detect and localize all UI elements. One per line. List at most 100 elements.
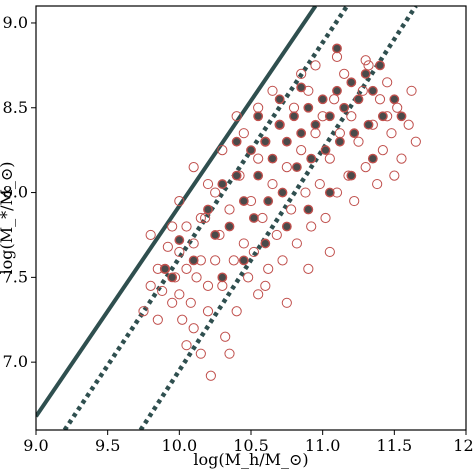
filled-marker (363, 119, 374, 130)
open-marker (346, 111, 357, 122)
open-marker (267, 178, 278, 190)
open-marker (195, 348, 206, 359)
filled-marker (317, 94, 328, 105)
y-axis-label: log(M_*/M_⊙) (0, 161, 16, 274)
y-tick-label: 8.5 (3, 98, 28, 117)
open-marker (386, 128, 397, 139)
open-marker (188, 238, 199, 249)
open-marker (253, 289, 264, 300)
open-marker (138, 306, 149, 317)
open-marker (372, 178, 383, 190)
dotted-relation-line-1 (62, 6, 349, 430)
filled-marker (334, 136, 345, 147)
open-marker (157, 285, 168, 297)
filled-marker (303, 204, 314, 215)
open-marker (306, 221, 317, 232)
filled-marker (346, 170, 357, 181)
open-marker (320, 212, 331, 224)
open-marker (238, 128, 249, 139)
open-marker (210, 255, 221, 266)
filled-marker (281, 136, 292, 147)
open-marker (253, 153, 264, 164)
open-marker (243, 272, 254, 283)
open-marker (238, 238, 249, 249)
filled-marker (332, 43, 342, 54)
open-marker (406, 85, 417, 96)
filled-marker (349, 128, 360, 139)
open-marker (177, 314, 188, 325)
open-marker (324, 153, 335, 164)
filled-marker (260, 238, 271, 249)
open-marker (152, 314, 163, 325)
filled-marker (320, 145, 331, 156)
y-tick-label: 9.0 (3, 13, 28, 32)
open-marker (360, 55, 371, 66)
filled-marker (324, 187, 335, 198)
open-marker (205, 370, 216, 381)
filled-marker (248, 213, 259, 223)
open-marker (174, 195, 185, 207)
open-marker (188, 323, 199, 334)
filled-marker (260, 136, 271, 147)
open-marker (267, 85, 278, 96)
filled-marker (360, 68, 371, 79)
y-tick-label: 7.0 (3, 352, 28, 371)
filled-marker (263, 196, 274, 206)
filled-marker (353, 94, 364, 105)
open-marker (195, 212, 206, 224)
filled-marker (367, 153, 378, 164)
open-marker (263, 263, 274, 274)
open-marker (353, 136, 364, 147)
open-marker (145, 229, 156, 241)
open-marker (271, 229, 282, 241)
filled-marker (389, 94, 400, 105)
open-marker (360, 162, 371, 173)
filled-marker (296, 128, 307, 139)
filled-marker (231, 136, 242, 147)
x-tick-label: 11.0 (305, 436, 341, 455)
filled-marker (238, 196, 249, 206)
relation-lines (36, 6, 418, 430)
open-marker (224, 204, 235, 215)
filled-marker (253, 170, 264, 181)
filled-marker (231, 170, 242, 181)
open-marker (162, 241, 173, 252)
filled-marker (377, 111, 388, 122)
filled-marker (188, 255, 199, 266)
filled-marker (303, 102, 314, 113)
filled-marker (217, 272, 228, 283)
open-marker (389, 170, 400, 181)
open-marker (382, 77, 393, 88)
open-marker (286, 204, 297, 215)
filled-marker (291, 162, 302, 173)
open-marker (220, 331, 231, 342)
open-marker (303, 263, 314, 274)
open-marker (339, 68, 350, 79)
x-tick-label: 9.0 (23, 436, 48, 455)
open-marker (181, 221, 192, 232)
filled-marker (332, 85, 342, 96)
filled-marker (167, 272, 178, 283)
open-marker (374, 94, 386, 105)
open-marker (260, 280, 271, 291)
filled-marker (253, 111, 264, 122)
open-marker (202, 178, 214, 190)
open-marker (281, 297, 292, 308)
filled-marker (203, 204, 213, 215)
filled-marker (217, 179, 228, 189)
filled-marker (346, 77, 357, 88)
x-axis-ticks: 9.0 9.5 10.0 10.5 11.0 11.5 12. (23, 430, 474, 455)
filled-marker (281, 221, 292, 232)
y-tick-label: 8.0 (3, 183, 28, 202)
filled-marker (174, 235, 185, 245)
open-marker (314, 178, 325, 190)
open-marker (185, 297, 196, 308)
filled-marker (396, 111, 407, 122)
x-axis-label: log(M_h/M_⊙) (193, 450, 308, 469)
filled-marker (296, 82, 307, 93)
filled-marker (274, 94, 285, 105)
x-tick-label: 10.5 (233, 436, 269, 455)
open-marker (324, 246, 335, 258)
